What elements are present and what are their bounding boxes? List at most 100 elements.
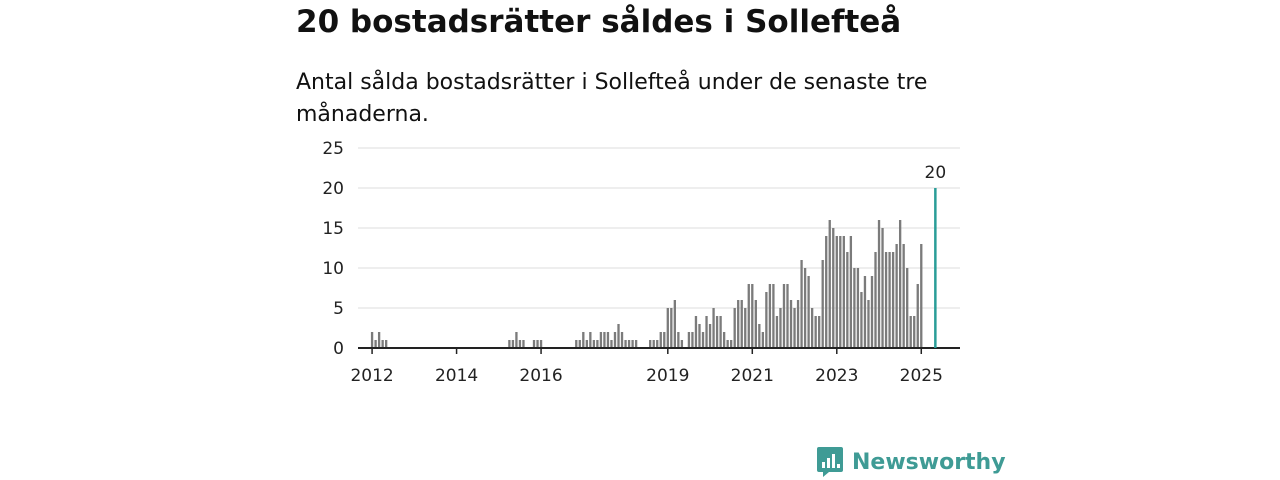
bar [659,332,662,348]
bar [842,236,845,348]
x-tick-label: 2016 [519,366,562,386]
y-tick-label: 15 [322,219,344,239]
bar [863,276,867,348]
bar [913,316,916,348]
bar [708,324,712,348]
bar [589,332,592,348]
bar [575,340,578,348]
bar [518,340,522,348]
bar [775,316,779,348]
highlight-group: 20 [925,163,947,348]
bar [582,332,585,348]
bar [920,244,923,348]
brand-name: Newsworthy [852,449,1006,475]
chart-subtitle: Antal sålda bostadsrätter i Sollefteå un… [296,70,928,127]
bar [705,316,708,348]
bar [381,340,384,348]
bar [634,340,638,348]
bar [744,308,747,348]
bar [627,340,631,348]
bar [898,220,902,348]
bar-series [370,220,923,348]
bar [624,340,627,348]
bar [800,260,803,348]
bar [508,340,511,348]
bar [853,268,856,348]
bar [733,308,736,348]
bar [874,252,877,348]
bar [839,236,842,348]
page-title: 20 bostadsrätter såldes i Sollefteå [296,4,902,40]
bar [715,316,719,348]
bar [532,340,536,348]
bar [789,300,793,348]
bar [726,340,729,348]
bar [617,324,620,348]
y-tick-label: 5 [333,299,344,319]
bar [652,340,655,348]
x-tick-label: 2021 [731,366,774,386]
bar [701,332,705,348]
brand-logo: Newsworthy [816,446,1006,478]
bar [698,324,701,348]
bar [867,300,870,348]
bar [539,340,543,348]
y-tick-label: 0 [333,339,344,359]
bar [751,284,754,348]
bar [722,332,726,348]
bar [691,332,694,348]
bar [694,316,698,348]
bar [828,220,831,348]
bar [536,340,539,348]
bar [747,284,750,348]
bar [821,260,824,348]
bar [803,268,807,348]
bar [909,316,912,348]
bar [902,244,905,348]
bar [895,244,898,348]
bar [585,340,588,348]
x-tick-label: 2014 [435,366,478,386]
x-tick-label: 2012 [350,366,393,386]
highlight-value-label: 20 [925,163,947,183]
bar [631,340,634,348]
bar [849,236,853,348]
bar [881,228,884,348]
bar [846,252,849,348]
bar [599,332,603,348]
bar [663,332,666,348]
bar [796,300,800,348]
y-tick-label: 20 [322,179,344,199]
bar [687,332,691,348]
bar [807,276,810,348]
bar [825,236,828,348]
bar [782,284,786,348]
bar [374,340,377,348]
bar [856,268,860,348]
bar [888,252,891,348]
bar [884,252,888,348]
newsworthy-logo-icon [817,447,843,477]
bar [603,332,606,348]
bar [758,324,761,348]
bar [772,284,775,348]
y-tick-label: 25 [322,139,344,159]
bar [835,236,838,348]
bar [680,340,684,348]
bar [649,340,652,348]
bar [765,292,768,348]
x-tick-label: 2025 [900,366,943,386]
bar [818,316,821,348]
bar [592,340,596,348]
bar [712,308,715,348]
bar [377,332,381,348]
x-tick-label: 2023 [815,366,858,386]
y-axis-ticks: 0 5 10 15 20 25 [322,139,344,359]
bar [832,228,835,348]
bar [810,308,814,348]
bar [670,308,673,348]
bar [870,276,874,348]
bar [877,220,881,348]
bar [779,308,782,348]
bar [719,316,722,348]
